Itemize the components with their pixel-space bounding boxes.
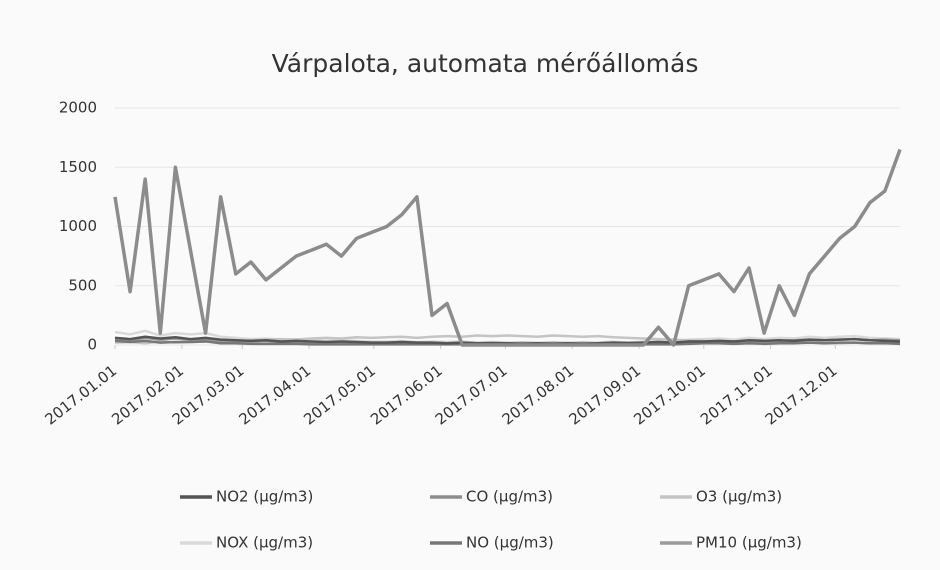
series-line xyxy=(113,148,902,347)
legend-label: NOX (µg/m3) xyxy=(216,534,313,552)
y-tick-label: 1500 xyxy=(59,158,97,176)
y-tick-label: 0 xyxy=(87,336,97,354)
chart-title: Várpalota, automata mérőállomás xyxy=(272,49,699,78)
legend-label: NO2 (µg/m3) xyxy=(216,488,313,506)
y-tick-label: 500 xyxy=(68,276,97,294)
legend-label: PM10 (µg/m3) xyxy=(696,534,802,552)
legend-label: O3 (µg/m3) xyxy=(696,488,782,506)
y-tick-label: 1000 xyxy=(59,217,97,235)
y-tick-label: 2000 xyxy=(59,99,97,117)
series-line xyxy=(114,335,901,346)
legend-label: CO (µg/m3) xyxy=(466,488,553,506)
legend-label: NO (µg/m3) xyxy=(466,534,554,552)
